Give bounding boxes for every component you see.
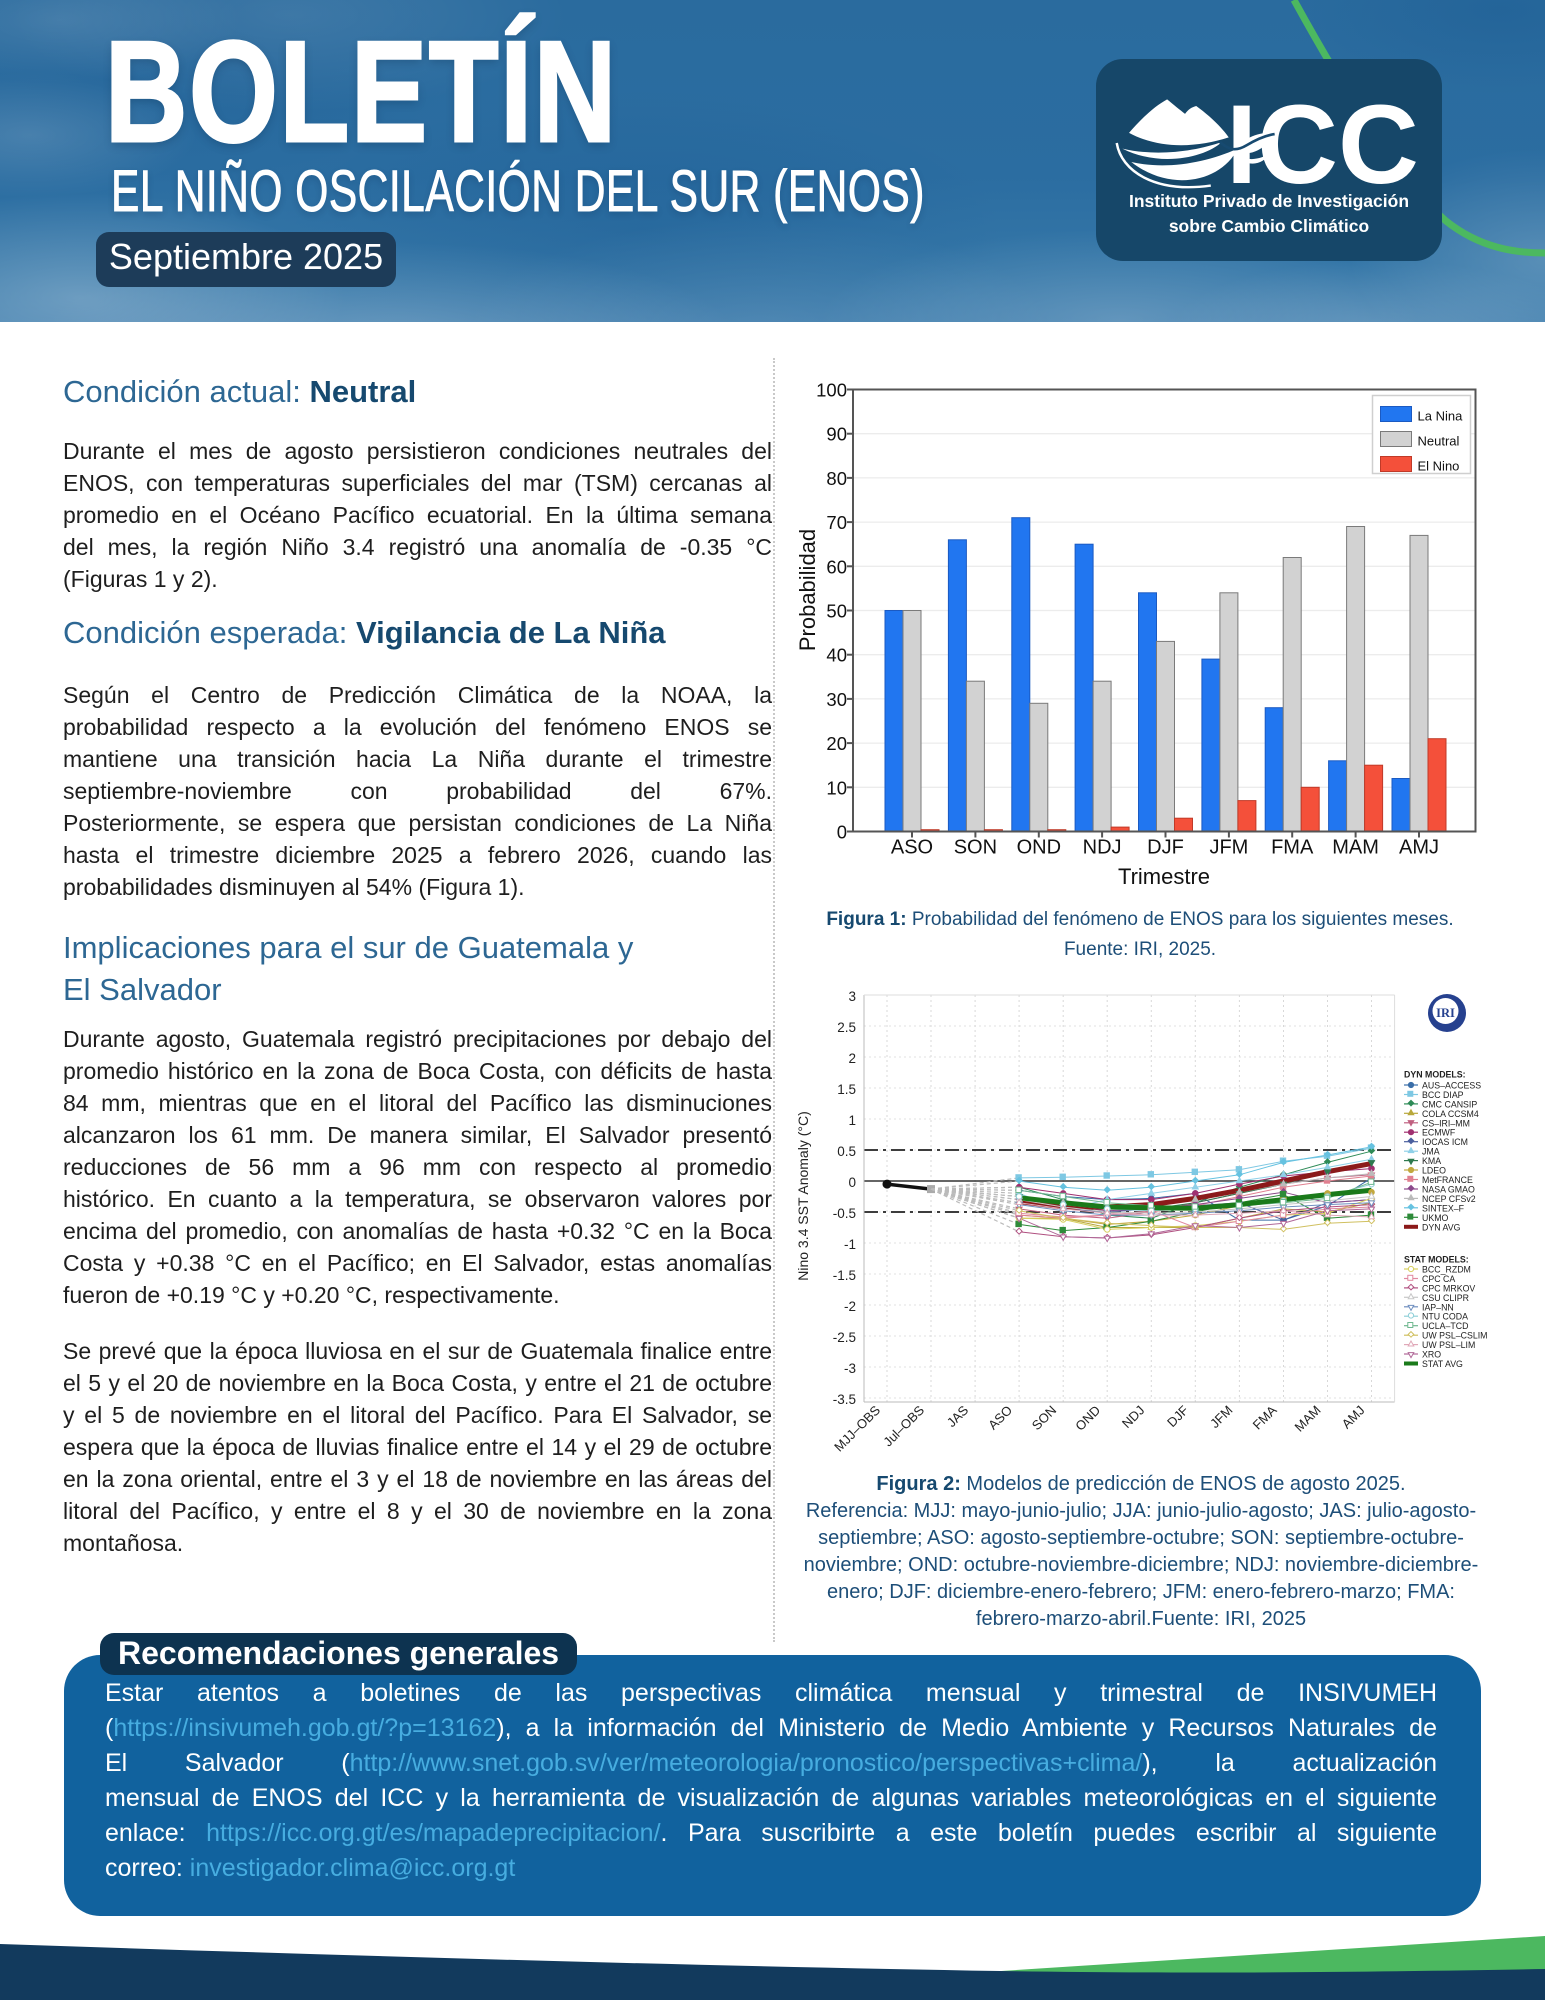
svg-text:AMJ: AMJ [1339, 1403, 1368, 1432]
svg-text:NDJ: NDJ [1119, 1403, 1147, 1431]
svg-text:20: 20 [826, 733, 847, 754]
svg-text:SINTEX–F: SINTEX–F [1422, 1203, 1465, 1213]
svg-text:IOCAS ICM: IOCAS ICM [1422, 1137, 1468, 1147]
svg-text:UW PSL–LIM: UW PSL–LIM [1422, 1340, 1475, 1350]
svg-text:100: 100 [816, 380, 847, 401]
svg-text:DJF: DJF [1147, 837, 1184, 859]
svg-text:-1: -1 [844, 1237, 856, 1252]
svg-text:80: 80 [826, 468, 847, 489]
svg-text:KMA: KMA [1422, 1156, 1441, 1166]
svg-text:60: 60 [826, 556, 847, 577]
svg-text:Neutral: Neutral [1418, 434, 1460, 449]
svg-text:-2: -2 [844, 1299, 856, 1314]
svg-text:CS–IRI–MM: CS–IRI–MM [1422, 1118, 1470, 1128]
svg-text:AUS–ACCESS: AUS–ACCESS [1422, 1081, 1481, 1091]
svg-text:FMA: FMA [1271, 837, 1314, 859]
svg-text:CMC CANSIP: CMC CANSIP [1422, 1099, 1477, 1109]
svg-text:MAM: MAM [1332, 837, 1379, 859]
svg-text:DJF: DJF [1164, 1402, 1191, 1429]
svg-text:1: 1 [848, 1113, 856, 1128]
svg-text:CSU CLIPR: CSU CLIPR [1422, 1293, 1469, 1303]
svg-text:ASO: ASO [891, 837, 933, 859]
svg-text:BCC_RZDM: BCC_RZDM [1422, 1265, 1471, 1275]
svg-text:NTU CODA: NTU CODA [1422, 1312, 1468, 1322]
svg-text:JFM: JFM [1209, 837, 1248, 859]
svg-text:NASA GMAO: NASA GMAO [1422, 1185, 1475, 1195]
svg-text:SON: SON [954, 837, 997, 859]
svg-text:-0.5: -0.5 [833, 1206, 856, 1221]
svg-text:STAT MODELS:: STAT MODELS: [1404, 1255, 1469, 1265]
svg-text:-1.5: -1.5 [833, 1268, 856, 1283]
svg-text:MAM: MAM [1292, 1403, 1324, 1435]
svg-text:Trimestre: Trimestre [1118, 864, 1210, 889]
svg-text:IAP–NN: IAP–NN [1422, 1302, 1454, 1312]
svg-text:MJJ–OBS: MJJ–OBS [831, 1402, 883, 1454]
svg-text:STAT AVG: STAT AVG [1422, 1359, 1463, 1369]
svg-text:BCC DIAP: BCC DIAP [1422, 1090, 1464, 1100]
svg-text:0: 0 [848, 1175, 856, 1190]
svg-text:Probabilidad: Probabilidad [795, 529, 820, 651]
svg-text:Nino 3.4 SST Anomaly (°C): Nino 3.4 SST Anomaly (°C) [795, 1111, 811, 1281]
svg-text:ECMWF: ECMWF [1422, 1128, 1456, 1138]
svg-text:0: 0 [837, 822, 847, 843]
svg-text:30: 30 [826, 689, 847, 710]
svg-text:El Nino: El Nino [1418, 459, 1460, 474]
svg-text:2.5: 2.5 [837, 1020, 856, 1035]
svg-text:NCEP CFSv2: NCEP CFSv2 [1422, 1194, 1476, 1204]
svg-text:10: 10 [826, 777, 847, 798]
svg-text:DYN AVG: DYN AVG [1422, 1222, 1461, 1232]
svg-text:3: 3 [848, 989, 856, 1004]
svg-text:OND: OND [1017, 837, 1061, 859]
svg-text:ASO: ASO [985, 1403, 1015, 1433]
svg-text:DYN MODELS:: DYN MODELS: [1404, 1070, 1466, 1080]
svg-text:2: 2 [848, 1051, 856, 1066]
svg-text:1.5: 1.5 [837, 1082, 856, 1097]
svg-text:XRO: XRO [1422, 1350, 1441, 1360]
svg-text:LDEO: LDEO [1422, 1166, 1446, 1176]
svg-text:70: 70 [826, 512, 847, 533]
svg-text:CPC MRKOV: CPC MRKOV [1422, 1283, 1475, 1293]
svg-text:COLA CCSM4: COLA CCSM4 [1422, 1109, 1479, 1119]
svg-text:50: 50 [826, 601, 847, 622]
svg-text:JFM: JFM [1207, 1403, 1235, 1431]
svg-text:MetFRANCE: MetFRANCE [1422, 1175, 1473, 1185]
svg-text:SON: SON [1029, 1403, 1060, 1434]
svg-text:90: 90 [826, 424, 847, 445]
svg-text:CPC CA: CPC CA [1422, 1274, 1455, 1284]
svg-text:JAS: JAS [944, 1402, 972, 1430]
svg-text:-3.5: -3.5 [833, 1392, 856, 1407]
svg-text:0.5: 0.5 [837, 1144, 856, 1159]
svg-text:NDJ: NDJ [1083, 837, 1122, 859]
svg-text:-3: -3 [844, 1361, 856, 1376]
svg-text:UCLA–TCD: UCLA–TCD [1422, 1321, 1468, 1331]
svg-text:UKMO: UKMO [1422, 1213, 1449, 1223]
svg-text:-2.5: -2.5 [833, 1330, 856, 1345]
svg-text:FMA: FMA [1250, 1402, 1280, 1432]
svg-text:AMJ: AMJ [1399, 837, 1439, 859]
svg-text:UW PSL–CSLIM: UW PSL–CSLIM [1422, 1331, 1488, 1341]
svg-text:40: 40 [826, 645, 847, 666]
svg-text:OND: OND [1072, 1403, 1103, 1434]
svg-text:La Nina: La Nina [1418, 409, 1464, 424]
svg-text:IRI: IRI [1436, 1006, 1455, 1020]
svg-text:JMA: JMA [1422, 1147, 1440, 1157]
svg-text:Jul–OBS: Jul–OBS [880, 1402, 927, 1449]
